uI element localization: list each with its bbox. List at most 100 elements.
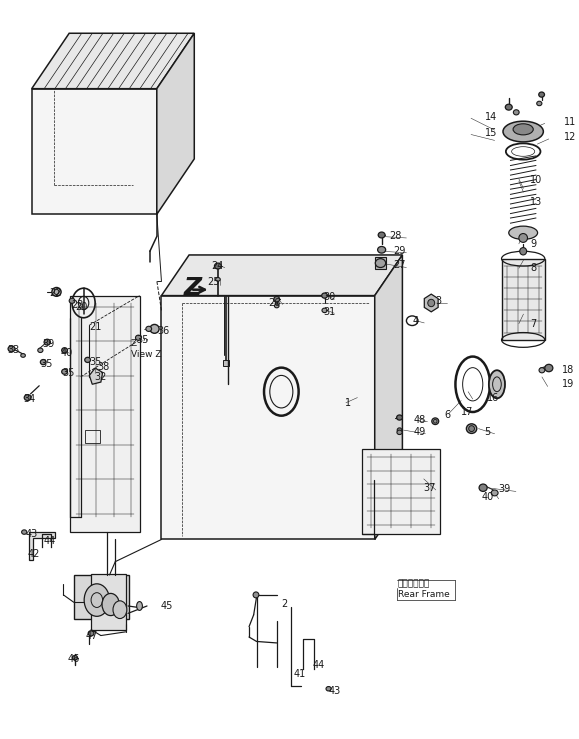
Bar <box>70 296 140 532</box>
Ellipse shape <box>539 368 545 372</box>
Text: View Z: View Z <box>131 350 162 359</box>
Ellipse shape <box>479 484 487 491</box>
Ellipse shape <box>214 263 221 269</box>
Text: 21: 21 <box>89 322 102 333</box>
Text: 10: 10 <box>530 174 543 185</box>
Text: 38: 38 <box>97 362 109 372</box>
Ellipse shape <box>274 304 279 308</box>
Ellipse shape <box>38 348 43 353</box>
Ellipse shape <box>21 353 25 358</box>
Text: 13: 13 <box>530 197 543 207</box>
Ellipse shape <box>519 234 527 242</box>
Text: Rear Frame: Rear Frame <box>398 590 449 599</box>
Ellipse shape <box>85 358 90 363</box>
Ellipse shape <box>378 247 386 253</box>
Text: 26: 26 <box>268 298 280 308</box>
Text: 14: 14 <box>485 112 498 122</box>
Text: 17: 17 <box>461 406 474 417</box>
Polygon shape <box>375 255 402 539</box>
Ellipse shape <box>253 592 259 598</box>
Ellipse shape <box>88 631 94 636</box>
Text: Z: Z <box>184 276 201 300</box>
Text: 48: 48 <box>414 415 426 425</box>
Text: 1: 1 <box>345 398 351 408</box>
Bar <box>91 574 126 630</box>
Ellipse shape <box>468 426 474 432</box>
Text: 30: 30 <box>323 292 335 302</box>
Text: 36: 36 <box>157 326 170 336</box>
Ellipse shape <box>150 324 159 333</box>
Text: 34: 34 <box>23 394 35 404</box>
Circle shape <box>113 601 127 619</box>
Ellipse shape <box>397 430 402 435</box>
Text: 35: 35 <box>41 358 53 369</box>
Text: 8: 8 <box>530 262 537 273</box>
Ellipse shape <box>135 336 141 340</box>
Text: 2: 2 <box>281 599 287 609</box>
Bar <box>362 449 440 534</box>
Polygon shape <box>32 33 195 89</box>
Text: 40: 40 <box>482 492 494 503</box>
Ellipse shape <box>41 360 46 365</box>
Ellipse shape <box>537 101 542 106</box>
Circle shape <box>102 593 119 616</box>
Text: 31: 31 <box>323 307 335 317</box>
Ellipse shape <box>397 415 402 420</box>
Text: 39: 39 <box>42 338 54 349</box>
Text: 44: 44 <box>313 660 325 670</box>
Ellipse shape <box>538 92 544 98</box>
Polygon shape <box>424 294 438 312</box>
Text: 41: 41 <box>294 669 306 679</box>
Ellipse shape <box>375 259 386 268</box>
Text: 15: 15 <box>485 128 498 138</box>
Ellipse shape <box>520 248 527 255</box>
Ellipse shape <box>326 687 331 691</box>
Text: 29: 29 <box>394 246 406 256</box>
Text: 18: 18 <box>562 364 574 375</box>
Text: 19: 19 <box>562 379 574 389</box>
Text: 45: 45 <box>160 601 173 611</box>
Text: 20: 20 <box>75 302 87 312</box>
Ellipse shape <box>137 602 142 610</box>
Bar <box>85 430 100 443</box>
Polygon shape <box>32 89 157 214</box>
Ellipse shape <box>322 308 327 313</box>
Text: 24: 24 <box>211 261 224 271</box>
Ellipse shape <box>274 296 280 302</box>
Text: 35: 35 <box>89 357 102 367</box>
Text: 42: 42 <box>28 549 40 559</box>
Text: 47: 47 <box>85 630 98 641</box>
Text: 25: 25 <box>207 277 220 287</box>
Ellipse shape <box>489 370 505 398</box>
Text: 5: 5 <box>484 427 490 437</box>
Ellipse shape <box>432 418 439 424</box>
Text: リヤフレーム: リヤフレーム <box>398 579 430 588</box>
Text: 46: 46 <box>67 654 80 664</box>
Text: 32: 32 <box>94 372 107 382</box>
Polygon shape <box>162 255 402 296</box>
Ellipse shape <box>509 226 537 239</box>
Text: 33: 33 <box>7 345 19 355</box>
Text: 7: 7 <box>530 319 537 329</box>
Text: 43: 43 <box>26 528 38 539</box>
Text: 27: 27 <box>394 260 406 270</box>
Ellipse shape <box>69 298 75 304</box>
Text: 4: 4 <box>412 316 418 327</box>
Text: Z  ’’: Z ’’ <box>131 339 149 348</box>
Circle shape <box>84 584 109 616</box>
Text: 44: 44 <box>43 536 56 546</box>
Text: 49: 49 <box>414 427 426 437</box>
Bar <box>501 259 545 340</box>
Text: 35: 35 <box>63 368 75 378</box>
Text: 11: 11 <box>564 117 576 127</box>
Text: 40: 40 <box>61 347 73 358</box>
Text: 35: 35 <box>137 335 149 345</box>
Polygon shape <box>89 368 102 384</box>
Ellipse shape <box>514 110 519 115</box>
Ellipse shape <box>52 287 61 296</box>
Text: 3: 3 <box>435 296 441 306</box>
Ellipse shape <box>44 339 50 345</box>
Bar <box>74 575 129 619</box>
Ellipse shape <box>545 364 553 372</box>
Ellipse shape <box>62 369 67 374</box>
